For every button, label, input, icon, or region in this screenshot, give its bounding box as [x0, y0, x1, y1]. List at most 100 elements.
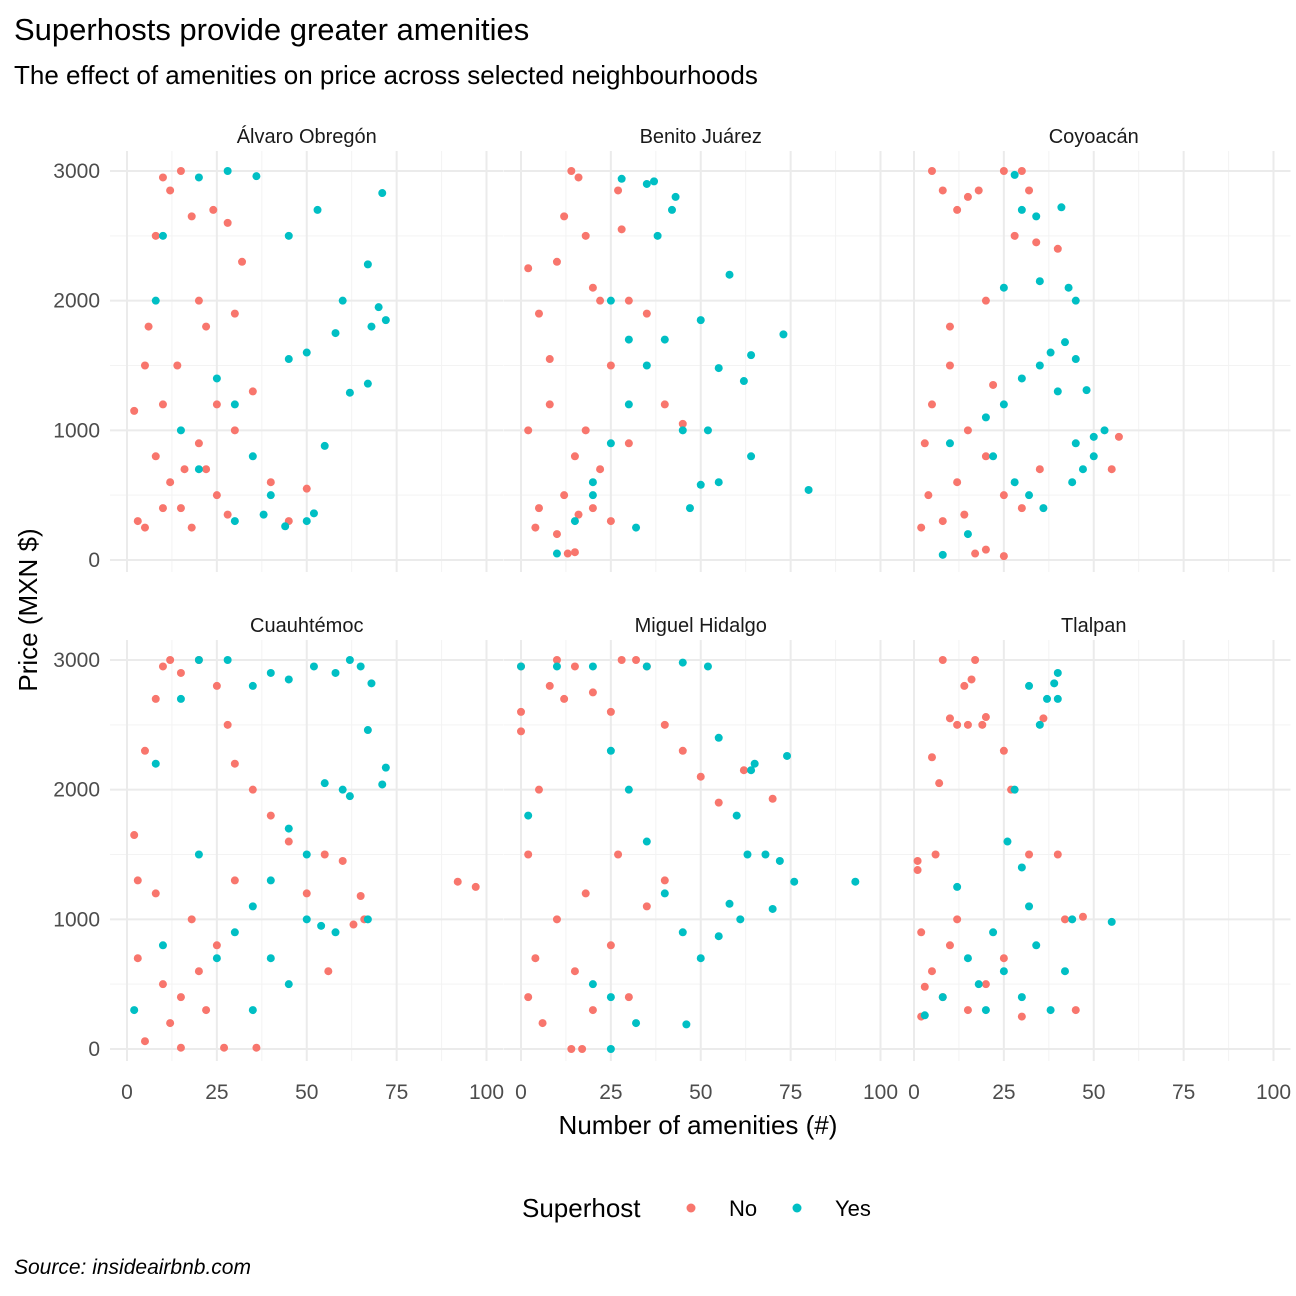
point-superhost-no: [953, 915, 962, 924]
point-superhost-no: [588, 1006, 597, 1015]
point-superhost-yes: [696, 954, 705, 963]
point-superhost-yes: [588, 478, 597, 487]
point-superhost-no: [999, 552, 1008, 561]
point-superhost-no: [739, 766, 748, 775]
point-superhost-yes: [1025, 491, 1034, 500]
point-superhost-no: [678, 419, 687, 428]
point-superhost-yes: [374, 303, 383, 312]
legend: Superhost No Yes: [522, 1193, 871, 1223]
point-superhost-no: [1107, 465, 1116, 474]
point-superhost-yes: [606, 296, 615, 305]
point-superhost-yes: [345, 388, 354, 397]
point-superhost-yes: [1078, 465, 1087, 474]
point-superhost-yes: [642, 179, 651, 188]
point-superhost-no: [974, 186, 983, 195]
point-superhost-no: [266, 478, 275, 487]
point-superhost-yes: [1089, 432, 1098, 441]
point-superhost-yes: [1057, 203, 1066, 212]
point-superhost-yes: [313, 205, 322, 214]
point-superhost-yes: [999, 400, 1008, 409]
point-superhost-no: [660, 400, 669, 409]
point-superhost-no: [938, 186, 947, 195]
point-superhost-no: [302, 484, 311, 493]
point-superhost-yes: [378, 189, 387, 198]
point-superhost-yes: [266, 876, 275, 885]
point-superhost-no: [953, 720, 962, 729]
point-superhost-no: [768, 794, 777, 803]
point-superhost-no: [920, 982, 929, 991]
y-tick-label: 0: [88, 549, 100, 572]
point-superhost-no: [538, 1019, 547, 1028]
point-superhost-yes: [963, 954, 972, 963]
point-superhost-yes: [696, 480, 705, 489]
point-superhost-no: [617, 656, 626, 664]
point-superhost-yes: [266, 668, 275, 677]
point-superhost-no: [963, 192, 972, 201]
point-superhost-yes: [783, 751, 792, 760]
point-superhost-yes: [671, 192, 680, 201]
point-superhost-no: [1053, 850, 1062, 859]
point-superhost-yes: [736, 915, 745, 924]
point-superhost-no: [173, 361, 182, 370]
point-superhost-yes: [761, 850, 770, 859]
point-superhost-no: [151, 452, 160, 461]
point-superhost-yes: [790, 877, 799, 886]
point-superhost-no: [130, 406, 139, 415]
facet-label: Tlalpan: [1061, 615, 1127, 637]
point-superhost-no: [913, 866, 922, 875]
point-superhost-no: [560, 212, 569, 221]
point-superhost-yes: [1046, 348, 1055, 357]
point-superhost-no: [534, 785, 543, 794]
point-superhost-no: [140, 746, 149, 755]
point-superhost-no: [534, 309, 543, 318]
point-superhost-no: [151, 231, 160, 240]
point-superhost-no: [1032, 238, 1041, 247]
point-superhost-yes: [248, 452, 257, 461]
point-superhost-no: [531, 523, 540, 532]
point-superhost-no: [1017, 504, 1026, 513]
point-superhost-yes: [606, 746, 615, 755]
point-superhost-yes: [302, 850, 311, 859]
point-superhost-yes: [266, 954, 275, 963]
point-superhost-yes: [1017, 205, 1026, 214]
point-superhost-no: [570, 548, 579, 557]
point-superhost-no: [1114, 432, 1123, 441]
point-superhost-no: [176, 993, 185, 1002]
point-superhost-yes: [1068, 915, 1077, 924]
point-superhost-yes: [345, 792, 354, 801]
point-superhost-yes: [194, 465, 203, 474]
facet-label: Coyoacán: [1049, 126, 1139, 148]
point-superhost-no: [606, 941, 615, 950]
point-superhost-yes: [223, 167, 232, 175]
point-superhost-yes: [1071, 439, 1080, 448]
point-superhost-yes: [1035, 277, 1044, 286]
point-superhost-no: [248, 387, 257, 396]
point-superhost-no: [166, 186, 175, 195]
point-superhost-no: [302, 889, 311, 898]
point-superhost-yes: [151, 759, 160, 768]
point-superhost-yes: [660, 889, 669, 898]
point-superhost-yes: [1060, 967, 1069, 976]
point-superhost-no: [176, 1043, 185, 1052]
point-superhost-no: [133, 876, 142, 885]
point-superhost-no: [581, 231, 590, 240]
point-superhost-yes: [678, 658, 687, 667]
point-superhost-no: [517, 727, 525, 736]
point-superhost-yes: [194, 850, 203, 859]
point-superhost-no: [1025, 186, 1034, 195]
point-superhost-yes: [624, 335, 633, 344]
point-superhost-no: [1060, 915, 1069, 924]
point-superhost-yes: [1010, 170, 1019, 179]
point-superhost-yes: [363, 260, 372, 269]
point-superhost-no: [194, 967, 203, 976]
point-superhost-yes: [606, 1045, 615, 1053]
point-superhost-yes: [739, 377, 748, 386]
point-superhost-yes: [1053, 694, 1062, 703]
point-superhost-yes: [309, 662, 318, 671]
point-superhost-yes: [338, 296, 347, 305]
point-superhost-yes: [363, 726, 372, 735]
point-superhost-yes: [363, 915, 372, 924]
point-superhost-no: [230, 426, 239, 435]
point-superhost-yes: [230, 928, 239, 937]
point-superhost-yes: [642, 361, 651, 370]
